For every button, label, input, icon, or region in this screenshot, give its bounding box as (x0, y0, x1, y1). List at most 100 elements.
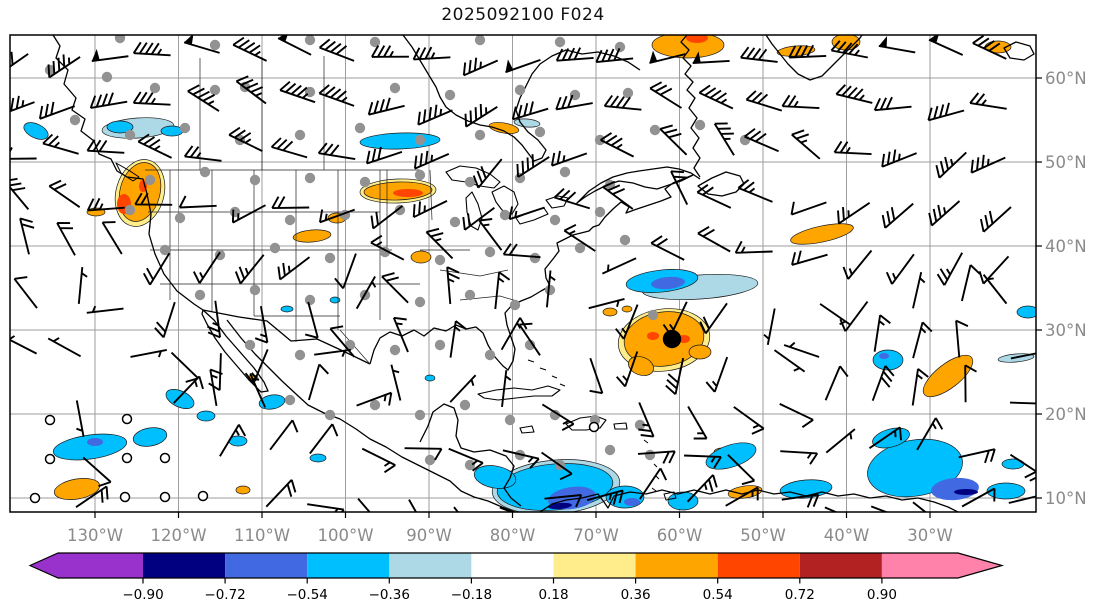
wind-barb (446, 266, 460, 305)
station-dot (559, 166, 571, 178)
wind-barb (318, 208, 356, 224)
coastline-greenland (765, 35, 863, 81)
calm-wind-circle (197, 490, 209, 502)
wind-barb (417, 104, 453, 126)
shaded-patch (52, 433, 128, 461)
lon-tick-label: 30°W (907, 526, 953, 545)
station-dot (474, 129, 486, 141)
wind-barb-pennant (91, 49, 100, 62)
wind-barb (555, 47, 594, 62)
shaded-patch (424, 374, 436, 382)
wind-barb (871, 365, 895, 402)
wind-barb (370, 234, 405, 261)
wind-barb (687, 406, 708, 440)
wind-barb (734, 240, 773, 254)
shaded-patch (954, 489, 978, 495)
station-dot (389, 82, 401, 94)
wind-barb (314, 348, 352, 357)
wind-barb (130, 348, 167, 358)
station-dot (647, 309, 659, 321)
storm-marker-layer (662, 329, 682, 349)
wind-barb (819, 303, 852, 326)
station-dot (509, 299, 521, 311)
wind-barb (183, 145, 222, 162)
shaded-patch (488, 122, 520, 134)
wind-barb (132, 91, 171, 106)
plot-border (9, 34, 1037, 513)
shaded-patch (280, 305, 294, 313)
shaded-patch (624, 498, 640, 506)
station-dot (114, 35, 126, 44)
wind-barb (334, 253, 357, 290)
shaded-patch (602, 307, 618, 317)
wind-barb (670, 170, 689, 206)
shaded-patch (605, 485, 645, 509)
station-dot (554, 36, 566, 48)
wind-barb (228, 126, 263, 152)
wind-barb (173, 375, 204, 404)
wind-barb (698, 84, 734, 110)
colorbar-segment (799, 553, 882, 578)
wind-barb (602, 257, 637, 275)
wind-barb (404, 447, 443, 461)
wind-barb (935, 151, 967, 179)
wind-barb (839, 301, 869, 332)
wind-barb (101, 221, 123, 255)
calm-wind-circle (29, 492, 41, 504)
wind-barb (791, 129, 821, 160)
wind-barb (665, 357, 685, 396)
lat-tick-label: 10°N (1045, 489, 1087, 508)
wind-barb (10, 177, 30, 211)
wind-barb (873, 314, 891, 352)
station-dot (414, 409, 426, 421)
wind-barb (10, 51, 29, 68)
state-borders (145, 56, 521, 365)
station-dot (434, 254, 446, 266)
wind-barb (744, 128, 779, 153)
colorbar-tick-label: 0.54 (703, 587, 733, 603)
wind-barb-pennant (505, 59, 514, 73)
station-dot (524, 339, 536, 351)
wind-barb (48, 179, 81, 208)
station-dot (484, 349, 496, 361)
shaded-anomaly-layer (23, 35, 1036, 512)
wind-barb (788, 44, 827, 59)
wind-barb (206, 300, 222, 339)
wind-barb (1009, 401, 1036, 405)
wind-barb (494, 271, 511, 310)
wind-barb (781, 493, 820, 508)
station-dot (304, 172, 316, 184)
wind-barb (745, 90, 783, 112)
wind-barb (589, 357, 604, 395)
coastline-layer (52, 35, 1035, 512)
calm-wind-circle (121, 413, 133, 425)
wind-barb-layer (10, 35, 1036, 512)
wind-barb (361, 447, 396, 474)
calm-wind-circle (159, 452, 171, 464)
wind-barb (234, 254, 265, 285)
wind-barb (235, 75, 267, 105)
wind-barb (970, 154, 1006, 174)
wind-barb (586, 489, 624, 505)
shaded-patch (410, 250, 432, 264)
station-dot (101, 71, 113, 83)
station-dot (544, 284, 556, 296)
station-dot (474, 35, 486, 46)
wind-barb (307, 363, 329, 401)
colorbar-tick-label: −0.54 (287, 587, 328, 603)
wind-barb (649, 53, 686, 64)
wind-barb (77, 267, 88, 304)
lat-tick-label: 60°N (1045, 69, 1087, 88)
wind-barb (881, 202, 914, 229)
wind-barb (979, 206, 1012, 233)
colorbar-tick-label: 0.72 (785, 587, 815, 603)
lon-tick-label: 110°W (234, 526, 290, 545)
wind-barb (911, 368, 929, 406)
wind-barb (277, 37, 312, 56)
wind-barb (249, 373, 266, 408)
station-dot (424, 454, 436, 466)
coastline-st-lawrence (576, 166, 701, 204)
coastline-south-america (539, 489, 959, 512)
wind-barb (75, 400, 85, 437)
wind-barb (773, 349, 806, 373)
